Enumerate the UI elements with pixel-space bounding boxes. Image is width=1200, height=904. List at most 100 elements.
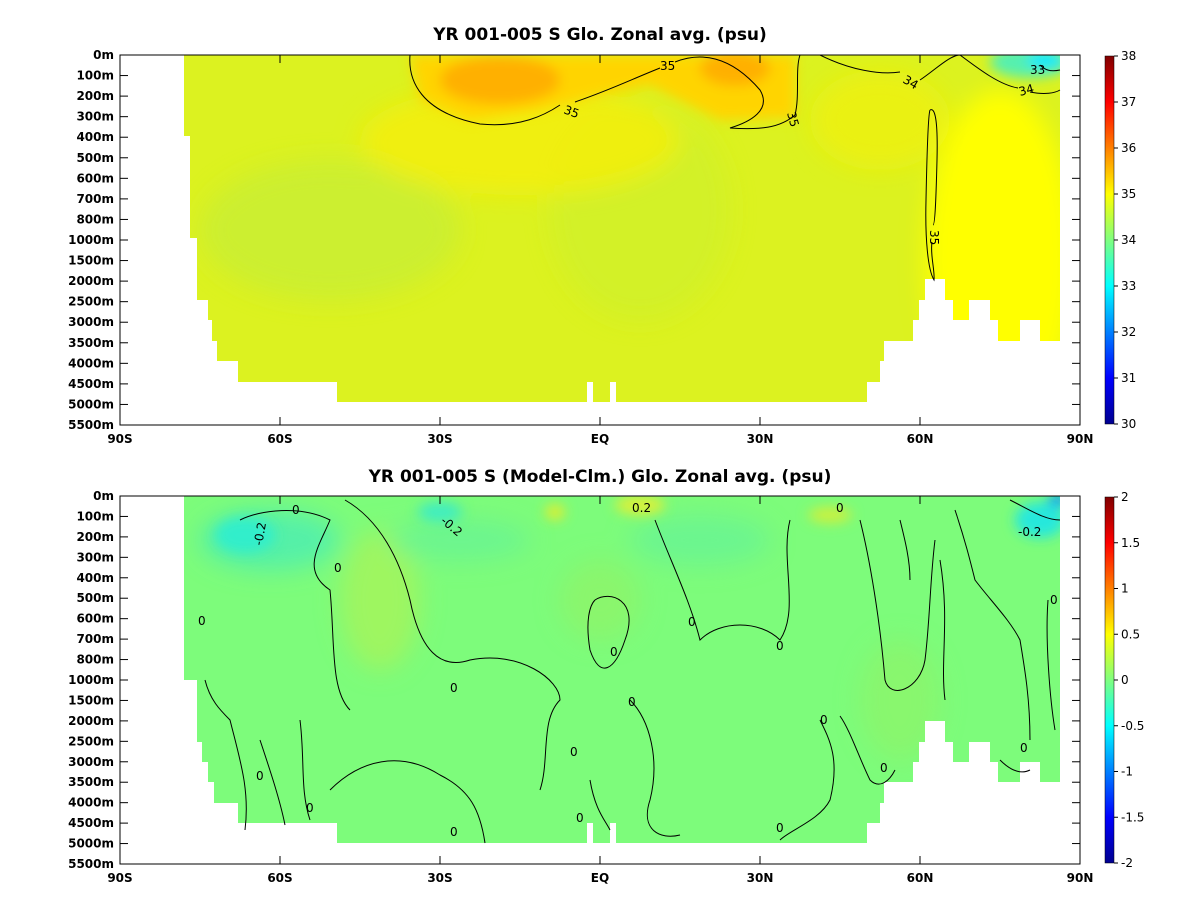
panel-salinity: YR 001-005 S Glo. Zonal avg. (psu)	[68, 25, 1136, 446]
contour-label: 0	[610, 645, 618, 659]
contour-label: 35	[562, 103, 581, 121]
colorbar-tick-label: 36	[1121, 141, 1136, 155]
contour-label: 0	[334, 561, 342, 575]
y-tick-label: 400m	[76, 571, 114, 585]
y-tick-label: 200m	[76, 89, 114, 103]
contour-label: 0	[198, 614, 206, 628]
y-tick-label: 100m	[76, 69, 114, 83]
y-tick-label: 4500m	[68, 816, 114, 830]
panel-1-colorbar-ticks: 30 31 32 33 34 35 36 37 38	[1114, 49, 1136, 431]
x-tick-label: 60S	[267, 432, 292, 446]
y-tick-label: 1500m	[68, 693, 114, 707]
y-tick-label: 2500m	[68, 295, 114, 309]
panel-1-title: YR 001-005 S Glo. Zonal avg. (psu)	[432, 25, 767, 45]
contour-label: 0	[688, 615, 696, 629]
panel-1-colorbar	[1104, 55, 1115, 425]
contour-label: 0	[450, 825, 458, 839]
x-tick-label: EQ	[591, 871, 609, 885]
contour-label: 0	[776, 821, 784, 835]
contour-label: 0	[306, 801, 314, 815]
x-tick-label: 90N	[1067, 871, 1094, 885]
colorbar-tick-label: 0.5	[1121, 627, 1140, 641]
colorbar-tick-label: 2	[1121, 490, 1129, 504]
y-tick-label: 5500m	[68, 857, 114, 871]
contour-label: 35	[660, 59, 675, 73]
colorbar-tick-label: 35	[1121, 187, 1136, 201]
y-tick-label: 200m	[76, 530, 114, 544]
y-tick-label: 500m	[76, 591, 114, 605]
y-tick-label: 2000m	[68, 274, 114, 288]
y-tick-label: 800m	[76, 653, 114, 667]
y-tick-label: 1000m	[68, 673, 114, 687]
colorbar-tick-label: 32	[1121, 325, 1136, 339]
colorbar-tick-label: 34	[1121, 233, 1136, 247]
colorbar-tick-label: 1.5	[1121, 536, 1140, 550]
x-tick-label: 60N	[907, 871, 934, 885]
contour-label: 0	[880, 761, 888, 775]
contour-label: 0	[256, 769, 264, 783]
contour-label: 0.2	[632, 501, 651, 515]
y-tick-label: 700m	[76, 632, 114, 646]
panel-2-colorbar	[1104, 496, 1115, 864]
y-tick-label: 3000m	[68, 755, 114, 769]
y-tick-label: 1000m	[68, 233, 114, 247]
contour-label: 0	[1020, 741, 1028, 755]
y-tick-label: 3500m	[68, 336, 114, 350]
colorbar-tick-label: 30	[1121, 417, 1136, 431]
colorbar-tick-label: 31	[1121, 371, 1136, 385]
y-tick-label: 500m	[76, 151, 114, 165]
colorbar-tick-label: -1	[1121, 765, 1133, 779]
contour-label: 34	[901, 72, 921, 92]
y-tick-label: 0m	[93, 48, 114, 62]
y-tick-label: 800m	[76, 212, 114, 226]
colorbar-tick-label: -1.5	[1121, 810, 1144, 824]
y-tick-label: 600m	[76, 171, 114, 185]
y-tick-label: 300m	[76, 110, 114, 124]
y-tick-label: 0m	[93, 489, 114, 503]
colorbar-tick-label: 38	[1121, 49, 1136, 63]
x-tick-label: 90S	[107, 871, 132, 885]
y-tick-label: 1500m	[68, 254, 114, 268]
contour-label: 0	[836, 501, 844, 515]
colorbar-tick-label: 37	[1121, 95, 1136, 109]
contour-label: 0	[292, 503, 300, 517]
colorbar-tick-label: -0.5	[1121, 719, 1144, 733]
y-tick-label: 700m	[76, 192, 114, 206]
y-tick-label: 3000m	[68, 315, 114, 329]
x-tick-label: 60S	[267, 871, 292, 885]
contour-label: -0.2	[1018, 525, 1041, 539]
y-tick-label: 5000m	[68, 837, 114, 851]
panel-2-colorbar-ticks: -2 -1.5 -1 -0.5 0 0.5 1 1.5 2	[1114, 490, 1144, 870]
x-tick-label: 30S	[427, 432, 452, 446]
y-tick-label: 400m	[76, 130, 114, 144]
x-tick-label: EQ	[591, 432, 609, 446]
panel-1-axes: 0m 100m 200m 300m 400m 500m 600m 700m 800m 1000m 1…	[68, 48, 1093, 446]
x-tick-label: 90N	[1067, 432, 1094, 446]
x-tick-label: 30N	[747, 432, 774, 446]
contour-label: 33	[1030, 63, 1045, 77]
y-tick-label: 100m	[76, 509, 114, 523]
panel-1-contour-labels: 35 35 35 35 34 34 33	[562, 59, 1045, 245]
panel-1-field: 35 35 35 35 34 34 33	[120, 55, 1080, 425]
contour-label: 0	[628, 695, 636, 709]
y-tick-label: 300m	[76, 550, 114, 564]
contour-label: 0	[570, 745, 578, 759]
contour-label: 0	[820, 713, 828, 727]
panel-2-axes: 0m 100m 200m 300m 400m 500m 600m 700m 800m 1000m 1…	[68, 489, 1093, 885]
x-tick-label: 30S	[427, 871, 452, 885]
panel-anomaly: YR 001-005 S (Model-Clm.) Glo. Zonal avg…	[68, 467, 1144, 885]
y-tick-label: 4000m	[68, 356, 114, 370]
y-tick-label: 3500m	[68, 775, 114, 789]
contour-label: 0	[1050, 593, 1058, 607]
colorbar-tick-label: 1	[1121, 582, 1129, 596]
colorbar-tick-label: 0	[1121, 673, 1129, 687]
contour-label: -0.2	[251, 521, 269, 546]
contour-label: 0	[576, 811, 584, 825]
y-tick-label: 4500m	[68, 377, 114, 391]
contour-label: 35	[784, 110, 801, 128]
y-tick-label: 2000m	[68, 714, 114, 728]
panel-2-field: 0 -0.2 -0.2 0 0.2 0 -0.2 0 0 0 0 0 0 0 0…	[120, 496, 1080, 864]
y-tick-label: 5500m	[68, 418, 114, 432]
